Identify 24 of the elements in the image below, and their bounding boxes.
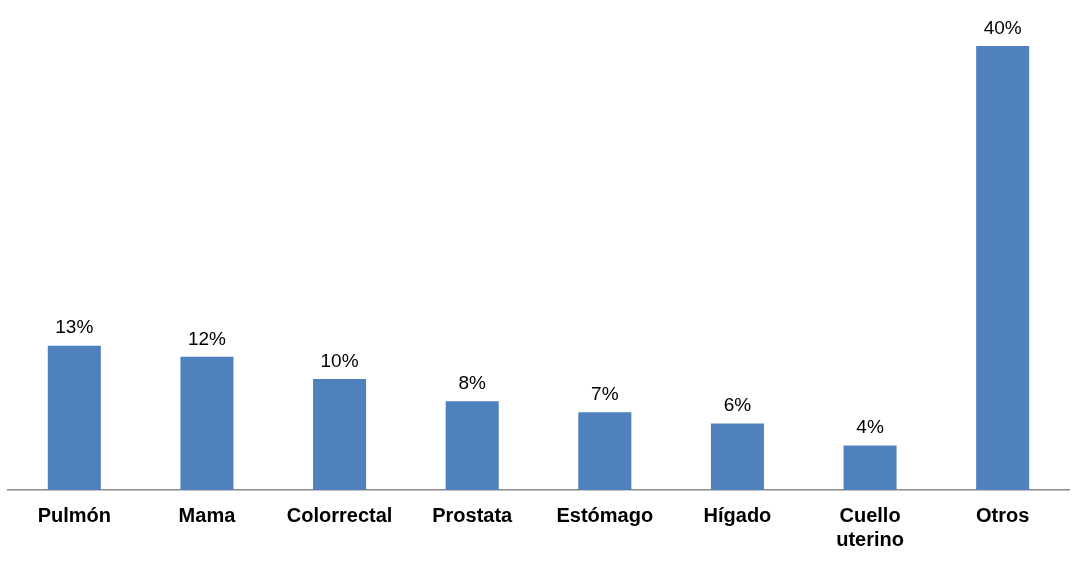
x-tick-label: Cuello uterino (836, 503, 904, 550)
bar (445, 401, 499, 490)
data-label: 13% (55, 316, 94, 338)
x-tick-label: Estómago (556, 503, 654, 526)
bar (578, 412, 632, 490)
x-tick-label: Prostata (432, 503, 514, 526)
bar (710, 423, 764, 490)
bar (313, 379, 367, 490)
x-tick-label: Hígado (703, 503, 772, 526)
data-label: 4% (856, 416, 884, 438)
data-label: 8% (458, 371, 487, 393)
x-tick-label: Colorrectal (286, 503, 393, 526)
bar (843, 445, 897, 490)
data-label: 10% (320, 349, 359, 371)
data-label: 12% (187, 327, 227, 349)
x-tick-label: Mama (178, 503, 237, 526)
bar (47, 345, 101, 490)
data-label: 7% (591, 383, 619, 405)
x-tick-label: Pulmón (37, 503, 111, 526)
x-tick-label: Otros (976, 503, 1030, 526)
data-label: 40% (983, 16, 1022, 38)
bar (976, 46, 1030, 490)
bar (180, 356, 234, 490)
data-label: 6% (723, 394, 752, 416)
